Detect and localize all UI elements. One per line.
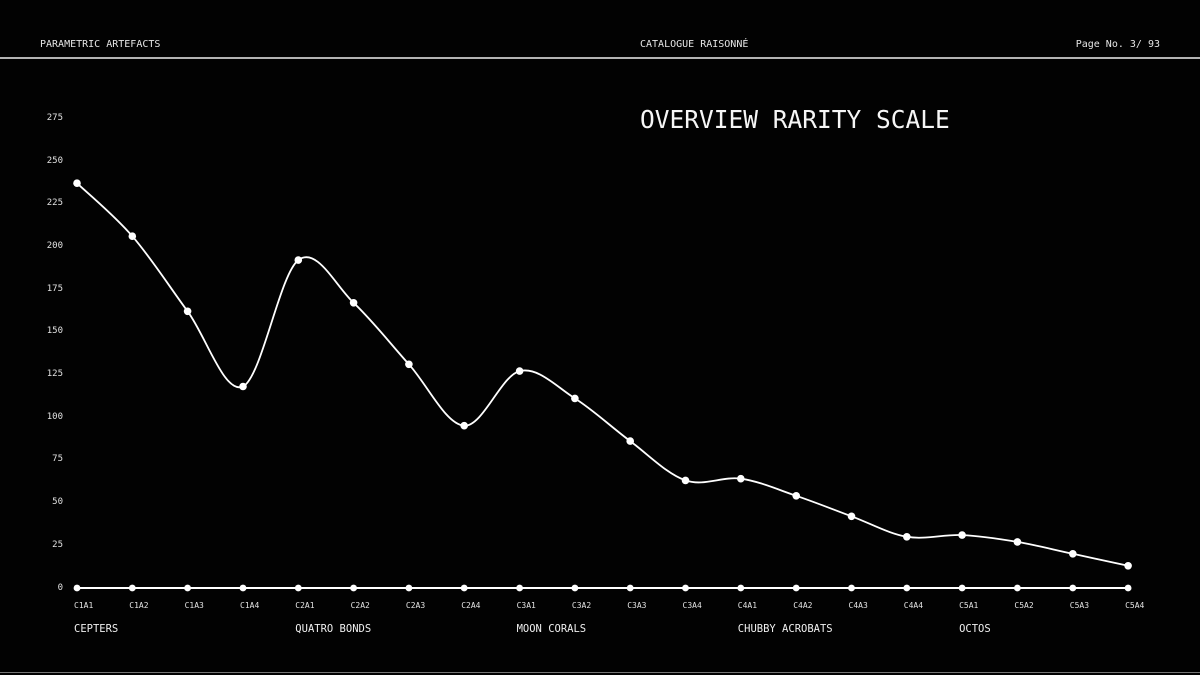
data-point-dot <box>626 437 634 445</box>
data-point-dot <box>681 476 690 485</box>
axis-dot <box>516 584 523 592</box>
data-point-dot <box>1124 562 1132 570</box>
x-tick-label: C4A3 <box>848 601 868 610</box>
axis-dot <box>571 584 579 592</box>
y-tick-label: 100 <box>46 411 63 422</box>
axis-dot <box>682 584 689 592</box>
x-tick-label: C2A1 <box>295 601 315 610</box>
y-tick-label: 0 <box>57 582 63 593</box>
y-tick-label: 200 <box>46 240 63 251</box>
x-tick-label: C2A3 <box>405 601 426 610</box>
data-point-dot <box>1013 538 1022 546</box>
axis-dot <box>239 584 247 592</box>
data-point-dot <box>349 299 358 307</box>
group-label: MOON CORALS <box>516 623 587 635</box>
y-tick-label: 175 <box>46 283 63 294</box>
x-tick-label: C3A2 <box>571 601 592 610</box>
data-point-dot <box>460 421 469 430</box>
data-point-dot <box>958 531 966 539</box>
data-point-dot <box>73 179 81 187</box>
data-point-dot <box>737 474 745 483</box>
header-divider <box>0 57 1200 59</box>
axis-dot <box>626 584 634 592</box>
axis-dot <box>792 584 800 592</box>
y-tick-label: 250 <box>46 155 63 166</box>
x-tick-label: C1A1 <box>74 601 94 610</box>
x-tick-label: C5A2 <box>1014 601 1034 610</box>
axis-dot <box>958 584 966 592</box>
x-tick-label: C3A4 <box>682 601 702 610</box>
data-point-dot <box>903 533 911 541</box>
rarity-line <box>76 182 1129 567</box>
axis-dot <box>350 584 357 592</box>
chart-title: OVERVIEW RARITY SCALE <box>640 105 950 134</box>
y-tick-label: 225 <box>46 198 63 209</box>
group-label: CHUBBY ACROBATS <box>737 623 833 635</box>
x-tick-label: C5A1 <box>959 601 979 610</box>
x-tick-label: C2A4 <box>461 601 481 610</box>
axis-dot <box>1124 584 1132 592</box>
data-point-dot <box>239 382 247 391</box>
y-tick-label: 50 <box>52 497 63 508</box>
data-point-dot <box>183 307 192 316</box>
axis-dot <box>1014 584 1021 592</box>
axis-dot <box>73 584 81 592</box>
data-point-dot <box>294 256 303 264</box>
y-tick-label: 75 <box>52 454 63 465</box>
bottom-divider <box>0 672 1200 673</box>
axis-dot <box>903 584 911 592</box>
x-tick-label: C2A2 <box>350 601 370 610</box>
axis-dot <box>848 584 855 592</box>
x-tick-label: C1A4 <box>240 601 260 610</box>
x-tick-label: C3A3 <box>627 601 647 610</box>
data-point-dot <box>405 360 413 369</box>
data-point-dot <box>847 512 856 521</box>
data-point-dot <box>792 492 800 500</box>
y-tick-label: 150 <box>46 326 63 337</box>
header-center-label: CATALOGUE RAISONNÉ <box>640 39 749 50</box>
x-tick-label: C1A3 <box>184 601 204 610</box>
x-tick-label: C1A2 <box>129 601 149 610</box>
x-tick-label: C5A3 <box>1069 601 1090 610</box>
group-label: OCTOS <box>959 623 991 635</box>
y-tick-label: 25 <box>52 539 63 550</box>
axis-dot <box>1069 584 1077 592</box>
page-number-label: Page No. 3/ 93 <box>1075 39 1160 50</box>
axis-dot <box>294 584 302 592</box>
axis-dot <box>460 584 468 592</box>
data-point-dot <box>571 394 579 403</box>
header-left-label: PARAMETRIC ARTEFACTS <box>40 39 161 50</box>
axis-dot <box>128 584 136 592</box>
data-point-dot <box>515 367 524 375</box>
x-tick-label: C4A2 <box>793 601 813 610</box>
y-tick-label: 125 <box>46 369 63 379</box>
axis-dot <box>184 584 192 592</box>
axis-dot <box>737 584 745 592</box>
data-point-dot <box>128 232 137 240</box>
x-tick-label: C5A4 <box>1125 601 1145 610</box>
x-tick-label: C3A1 <box>516 601 536 610</box>
group-label: CEPTERS <box>74 623 119 635</box>
group-label: QUATRO BONDS <box>295 623 372 635</box>
axis-dot <box>405 584 413 592</box>
data-point-dot <box>1069 550 1077 558</box>
y-tick-label: 275 <box>46 112 63 123</box>
x-tick-label: C4A4 <box>903 601 924 610</box>
x-tick-label: C4A1 <box>737 601 758 610</box>
